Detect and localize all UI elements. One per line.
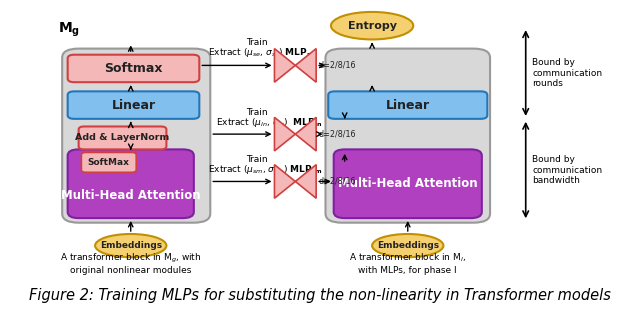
Polygon shape	[275, 117, 295, 151]
Ellipse shape	[331, 12, 413, 39]
Text: Extract ($\mu_{sm}$, $\sigma_{sm}$) $\mathbf{MLP_{sm}}$: Extract ($\mu_{sm}$, $\sigma_{sm}$) $\ma…	[207, 163, 322, 176]
Text: Train: Train	[246, 38, 268, 47]
Text: Linear: Linear	[386, 99, 430, 112]
Ellipse shape	[372, 234, 444, 257]
FancyBboxPatch shape	[326, 49, 490, 223]
Polygon shape	[275, 165, 295, 198]
Text: Softmax: Softmax	[104, 62, 163, 75]
FancyBboxPatch shape	[81, 152, 136, 172]
Text: A transformer block in M$_g$, with
original nonlinear modules: A transformer block in M$_g$, with origi…	[60, 252, 202, 275]
Text: $\mathbf{M_g}$: $\mathbf{M_g}$	[58, 21, 80, 39]
Polygon shape	[275, 49, 295, 82]
FancyBboxPatch shape	[333, 149, 482, 218]
Text: Multi-Head Attention: Multi-Head Attention	[61, 189, 200, 202]
Polygon shape	[295, 165, 316, 198]
Text: A transformer block in M$_l$,
with MLPs, for phase l: A transformer block in M$_l$, with MLPs,…	[349, 252, 466, 275]
Text: Multi-Head Attention: Multi-Head Attention	[338, 177, 477, 190]
FancyBboxPatch shape	[62, 49, 211, 223]
Text: Entropy: Entropy	[348, 21, 397, 31]
Ellipse shape	[95, 234, 166, 257]
Text: Embeddings: Embeddings	[100, 241, 162, 250]
Polygon shape	[295, 117, 316, 151]
FancyBboxPatch shape	[68, 149, 194, 218]
FancyBboxPatch shape	[328, 91, 487, 119]
Polygon shape	[295, 49, 316, 82]
FancyBboxPatch shape	[68, 91, 199, 119]
FancyBboxPatch shape	[79, 127, 166, 149]
Text: Bound by
communication
bandwidth: Bound by communication bandwidth	[532, 155, 602, 185]
Text: Embeddings: Embeddings	[377, 241, 439, 250]
Text: Train: Train	[246, 155, 268, 164]
Text: d=2/8/16: d=2/8/16	[319, 61, 356, 70]
FancyBboxPatch shape	[68, 55, 199, 82]
Text: SoftMax: SoftMax	[88, 158, 130, 167]
Text: d=2/8/16: d=2/8/16	[319, 177, 356, 186]
Text: Extract ($\mu_{ln}$, $\sigma_{ln}$)  $\mathbf{MLP_{ln}}$: Extract ($\mu_{ln}$, $\sigma_{ln}$) $\ma…	[216, 116, 323, 129]
Text: Extract ($\mu_{se}$, $\sigma_{se}$) $\mathbf{MLP_{se}}$: Extract ($\mu_{se}$, $\sigma_{se}$) $\ma…	[207, 46, 316, 59]
Text: Bound by
communication
rounds: Bound by communication rounds	[532, 58, 602, 88]
Text: Figure 2: Training MLPs for substituting the non-linearity in Transformer models: Figure 2: Training MLPs for substituting…	[29, 288, 611, 303]
Text: d=2/8/16: d=2/8/16	[319, 130, 356, 139]
Text: Add & LayerNorm: Add & LayerNorm	[76, 133, 170, 142]
Text: Train: Train	[246, 108, 268, 117]
Text: Linear: Linear	[111, 99, 156, 112]
